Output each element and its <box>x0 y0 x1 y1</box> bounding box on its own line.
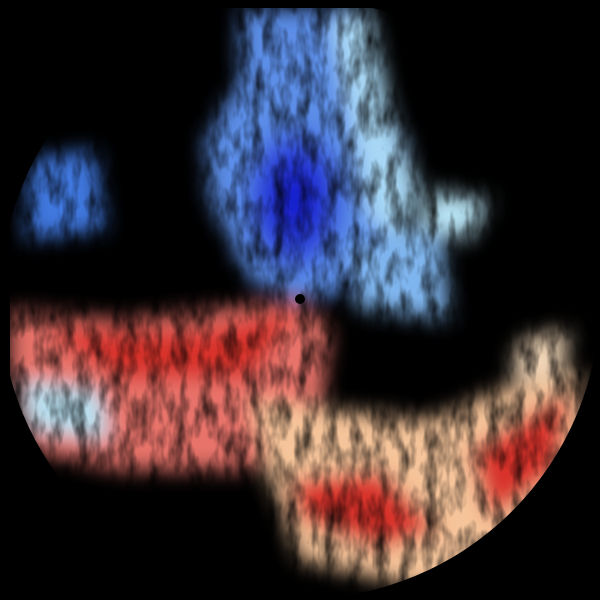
red-band-left <box>40 310 300 380</box>
light-blue-patch <box>420 190 490 240</box>
echo-field <box>10 8 600 599</box>
red-patch-right <box>470 390 570 520</box>
blue-patch-left <box>25 150 105 240</box>
blue-streak <box>350 220 450 320</box>
light-blue-patch-left <box>20 380 110 440</box>
pale-patch <box>510 330 570 380</box>
blue-core <box>240 120 350 280</box>
red-patch-center <box>290 470 440 550</box>
light-blue-edge <box>330 10 420 240</box>
radar-site <box>295 294 305 304</box>
